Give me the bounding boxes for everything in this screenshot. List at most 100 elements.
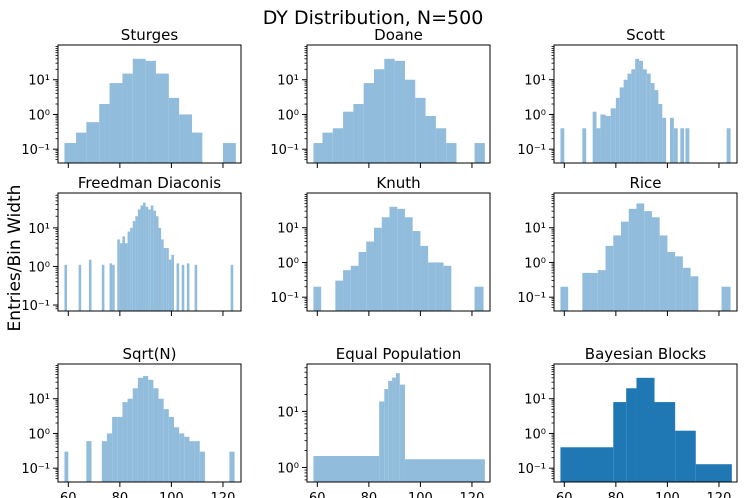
y-tick-label: 10⁰: [28, 427, 50, 442]
bar-1: [64, 264, 68, 311]
bar-17: [650, 83, 655, 163]
bar-13: [153, 388, 159, 482]
bar-6: [363, 83, 375, 163]
bar-8: [381, 217, 390, 311]
bar-29: [176, 263, 180, 311]
bar-7: [374, 227, 382, 311]
x-tick-label: 80: [608, 491, 625, 498]
bar-33: [230, 264, 234, 311]
bar-9: [636, 203, 645, 311]
bar-15: [682, 267, 691, 311]
bar-3: [592, 111, 597, 163]
x-tick-label: 100: [159, 491, 184, 498]
bar-13: [132, 221, 136, 311]
bar-8: [615, 97, 620, 163]
y-tick-label: 10¹: [524, 393, 546, 408]
bar-13: [667, 252, 676, 311]
bar-9: [389, 206, 398, 311]
bar-1: [560, 128, 565, 163]
bar-30: [181, 264, 185, 311]
bar-11: [179, 114, 193, 163]
bar-9: [132, 388, 138, 482]
panel-title: Rice: [629, 174, 661, 192]
x-tick-label: 120: [460, 491, 485, 498]
y-tick-label: 10⁰: [524, 108, 546, 123]
bar-26: [166, 248, 169, 311]
bar-4: [636, 377, 655, 482]
bar-8: [145, 60, 156, 163]
bar-4: [106, 433, 113, 482]
axes-frame: [306, 363, 491, 483]
bar-5: [392, 377, 396, 482]
y-tick-label: 10¹: [524, 74, 546, 89]
bar-13: [420, 245, 429, 311]
panel-1: Sturges 10⁻¹ 10⁰ 10¹: [21, 26, 242, 168]
bar-13: [222, 143, 236, 163]
bar-6: [366, 241, 375, 311]
panel-title: Sturges: [121, 26, 179, 44]
bar-8: [127, 398, 133, 482]
y-tick-label: 10⁻¹: [21, 143, 50, 158]
bar-16: [443, 265, 452, 311]
bar-12: [425, 116, 436, 163]
bar-9: [155, 73, 169, 163]
bar-11: [627, 73, 632, 163]
bar-1: [560, 447, 614, 482]
bar-13: [635, 58, 640, 163]
bar-1: [313, 286, 322, 311]
bar-25: [163, 248, 167, 311]
bar-23: [680, 128, 685, 163]
x-tick-label: 60: [556, 491, 573, 498]
x-tick-label: 120: [707, 491, 732, 498]
y-tick-label: 10⁰: [524, 256, 546, 271]
bar-16: [690, 276, 699, 311]
bar-32: [194, 264, 198, 311]
bar-16: [140, 205, 144, 311]
bar-10: [623, 79, 628, 163]
bar-12: [130, 227, 133, 311]
bar-22: [199, 451, 205, 482]
bar-8: [119, 243, 123, 311]
bar-2: [86, 441, 92, 482]
panel-5: Knuth 10⁻¹ 10⁰ 10¹: [270, 174, 491, 316]
bar-7: [132, 58, 146, 163]
panel-4: Freedman Diaconis 10⁻¹ 10⁰ 10¹: [21, 174, 242, 316]
bar-10: [125, 243, 128, 311]
bar-1: [313, 456, 380, 482]
bar-6: [117, 416, 123, 482]
panel-2: Doane 10⁻¹ 10⁰ 10¹: [270, 26, 491, 168]
bar-17: [173, 427, 180, 482]
bar-31: [186, 263, 190, 311]
bar-27: [168, 259, 172, 311]
bar-9: [619, 87, 624, 163]
bar-22: [155, 216, 159, 311]
panel-6: Rice 10⁻¹ 10⁰ 10¹: [517, 174, 738, 316]
bar-7: [117, 239, 120, 311]
bar-2: [78, 264, 82, 311]
bar-12: [148, 379, 154, 482]
bar-15: [474, 143, 485, 163]
bar-6: [613, 235, 622, 311]
bar-3: [88, 259, 92, 311]
bar-3: [626, 388, 637, 482]
bar-23: [158, 227, 162, 311]
bar-21: [669, 117, 674, 163]
bar-4: [99, 104, 110, 163]
y-tick-label: 10⁰: [28, 260, 50, 275]
panel-title: Knuth: [376, 174, 420, 192]
bar-21: [194, 441, 200, 482]
bar-22: [673, 128, 678, 163]
bar-2: [613, 402, 627, 482]
bar-4: [388, 380, 393, 482]
panel-title: Equal Population: [336, 345, 461, 363]
bar-4: [343, 111, 354, 163]
y-tick-label: 10⁰: [277, 256, 299, 271]
y-tick-label: 10⁰: [277, 461, 299, 476]
x-tick-label: 60: [60, 491, 77, 498]
bar-3: [384, 389, 389, 482]
bar-15: [642, 69, 647, 163]
bar-5: [109, 263, 113, 311]
y-tick-label: 10⁻¹: [270, 291, 299, 306]
bar-20: [662, 117, 667, 163]
bar-21: [153, 210, 156, 311]
